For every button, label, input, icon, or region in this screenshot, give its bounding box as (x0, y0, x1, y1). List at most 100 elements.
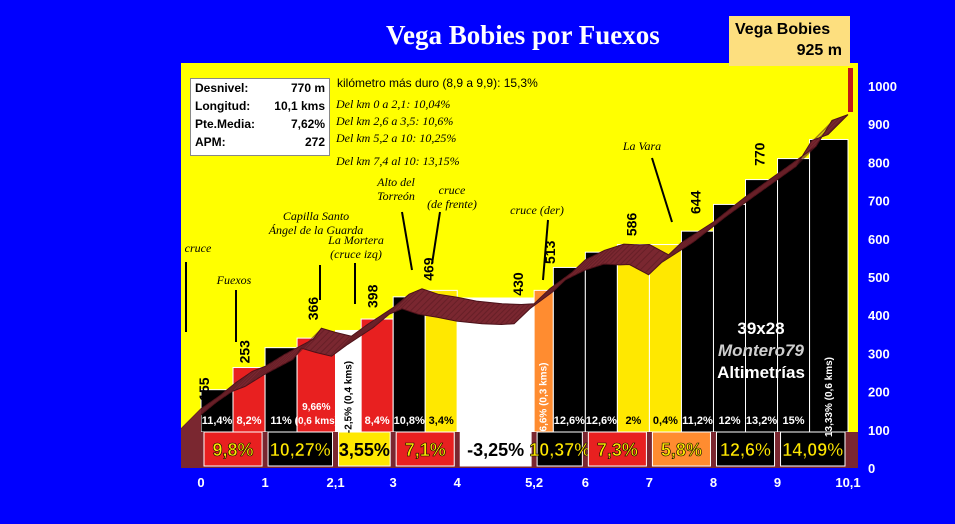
gradient-label: 6,6% (0,3 kms) (539, 363, 550, 432)
y-tick-label: 600 (868, 232, 890, 247)
section-gradient-label: 12,6% (720, 440, 771, 460)
gradient-label: 8,4% (365, 415, 390, 427)
annotation-label: Torreón (377, 189, 415, 203)
annotation-leader (401, 211, 413, 271)
annotation-label: (de frente) (427, 197, 477, 211)
stat-value: 10,1 kms (274, 99, 325, 113)
x-tick-label: 0 (197, 475, 204, 490)
section-box (651, 431, 711, 467)
section-gradient-label: 5,8% (661, 440, 702, 460)
x-tick-label: 2,1 (326, 475, 344, 490)
altitude-label: 586 (624, 213, 640, 237)
y-tick-label: 500 (868, 270, 890, 285)
segment-note: Del km 0 a 2,1: 10,04% (336, 97, 451, 111)
section-box (395, 431, 455, 467)
annotation-leader (542, 219, 549, 281)
altitude-label: 398 (365, 284, 381, 308)
gradient-bar (809, 138, 849, 433)
gradient-bar (777, 158, 811, 433)
gradient-label: -2,5% (0,4 kms) (343, 361, 354, 433)
y-tick-label: 1000 (868, 79, 897, 94)
stat-value: 272 (304, 135, 325, 149)
segment-note: Del km 7,4 al 10: 13,15% (336, 154, 460, 168)
x-tick-label: 3 (390, 475, 397, 490)
section-gradient-label: 7,1% (405, 440, 446, 460)
gradient-label: 11,2% (682, 415, 713, 427)
annotation-label: La Vara (622, 139, 661, 153)
altitude-label: 366 (305, 297, 321, 321)
altitude-label: 155 (196, 377, 212, 401)
section-box (203, 431, 263, 467)
segment-notes: Del km 0 a 2,1: 10,04% Del km 2,6 a 3,5:… (336, 96, 536, 170)
annotation-label: cruce (der) (510, 203, 564, 217)
section-box (715, 431, 776, 467)
x-tick-label: 8 (710, 475, 717, 490)
gradient-bar (392, 296, 426, 433)
y-tick-label: 100 (868, 423, 890, 438)
gradient-label: 0,4% (653, 415, 678, 427)
gradient-label: 12,6% (554, 415, 585, 427)
y-tick-label: 300 (868, 346, 890, 361)
annotation-label: Alto del (376, 175, 415, 189)
y-tick-label: 900 (868, 117, 890, 132)
x-tick-label: 6 (582, 475, 589, 490)
altitude-label: 430 (510, 272, 526, 296)
annotation-leader (651, 157, 673, 223)
annotation-label: Ángel de la Guarda (268, 223, 364, 237)
stat-label: Desnivel: (195, 81, 249, 95)
section-gradient-label: 7,3% (597, 440, 638, 460)
gradient-label: 11,4% (202, 415, 233, 427)
credit-author: Montero79 (718, 341, 804, 360)
segment-note: Del km 2,6 a 3,5: 10,6% (336, 114, 454, 128)
stat-label: Longitud: (195, 99, 251, 113)
page-title: Vega Bobies por Fuexos (386, 20, 660, 50)
gradient-label: 11% (270, 415, 292, 427)
gradient-label: 9,66% (302, 402, 330, 413)
altitude-label: 469 (420, 257, 436, 281)
section-box (267, 431, 334, 467)
section-gradient-label: 10,37% (529, 440, 590, 460)
hardest-km-note: kilómetro más duro (8,9 a 9,9): 15,3% (337, 76, 538, 90)
section-gradient-label: -3,25% (467, 440, 524, 460)
x-tick-label: 5,2 (525, 475, 543, 490)
stat-row: APM: 272 (191, 133, 329, 151)
gradient-label: 15% (783, 415, 805, 427)
credit-line: Altimetrías (717, 363, 805, 382)
section-gradient-label: 9,8% (213, 440, 254, 460)
x-tick-label: 4 (454, 475, 462, 490)
section-box (536, 431, 583, 467)
stat-label: Pte.Media: (195, 117, 256, 131)
section-box (587, 431, 647, 467)
y-tick-label: 800 (868, 155, 890, 170)
stat-value: 7,62% (290, 117, 325, 131)
segment-note: Del km 5,2 a 10: 10,25% (336, 131, 457, 145)
y-tick-label: 200 (868, 385, 890, 400)
annotation-label: Fuexos (216, 273, 252, 287)
stat-row: Longitud: 10,1 kms (191, 97, 329, 115)
stat-label: APM: (195, 135, 226, 149)
stat-row: Desnivel: 770 m (191, 79, 329, 97)
stat-value: 770 m (290, 81, 325, 95)
stat-row: Pte.Media: 7,62% (191, 115, 329, 133)
annotation-leader (431, 211, 441, 265)
section-box (459, 431, 532, 467)
gradient-label: 13,2% (746, 415, 777, 427)
x-tick-label: 1 (261, 475, 268, 490)
section-gradient-label: 14,09% (782, 440, 843, 460)
altitude-label: 644 (688, 190, 704, 214)
gradient-bar (584, 251, 618, 433)
gradient-label: 2% (625, 415, 641, 427)
credit: 39x28 Montero79 Altimetrías (702, 318, 820, 384)
gradient-label: (0,6 kms) (295, 416, 338, 427)
summit-altitude: 925 m (796, 42, 842, 59)
summit-name: Vega Bobies (735, 21, 831, 38)
gradient-label: 12% (718, 415, 740, 427)
gradient-bar (552, 266, 586, 433)
x-tick-label: 7 (646, 475, 653, 490)
y-tick-label: 700 (868, 194, 890, 209)
gradient-label: 8,2% (237, 415, 262, 427)
gradient-label: 3,4% (429, 415, 454, 427)
annotation-label: (cruce izq) (330, 247, 382, 261)
